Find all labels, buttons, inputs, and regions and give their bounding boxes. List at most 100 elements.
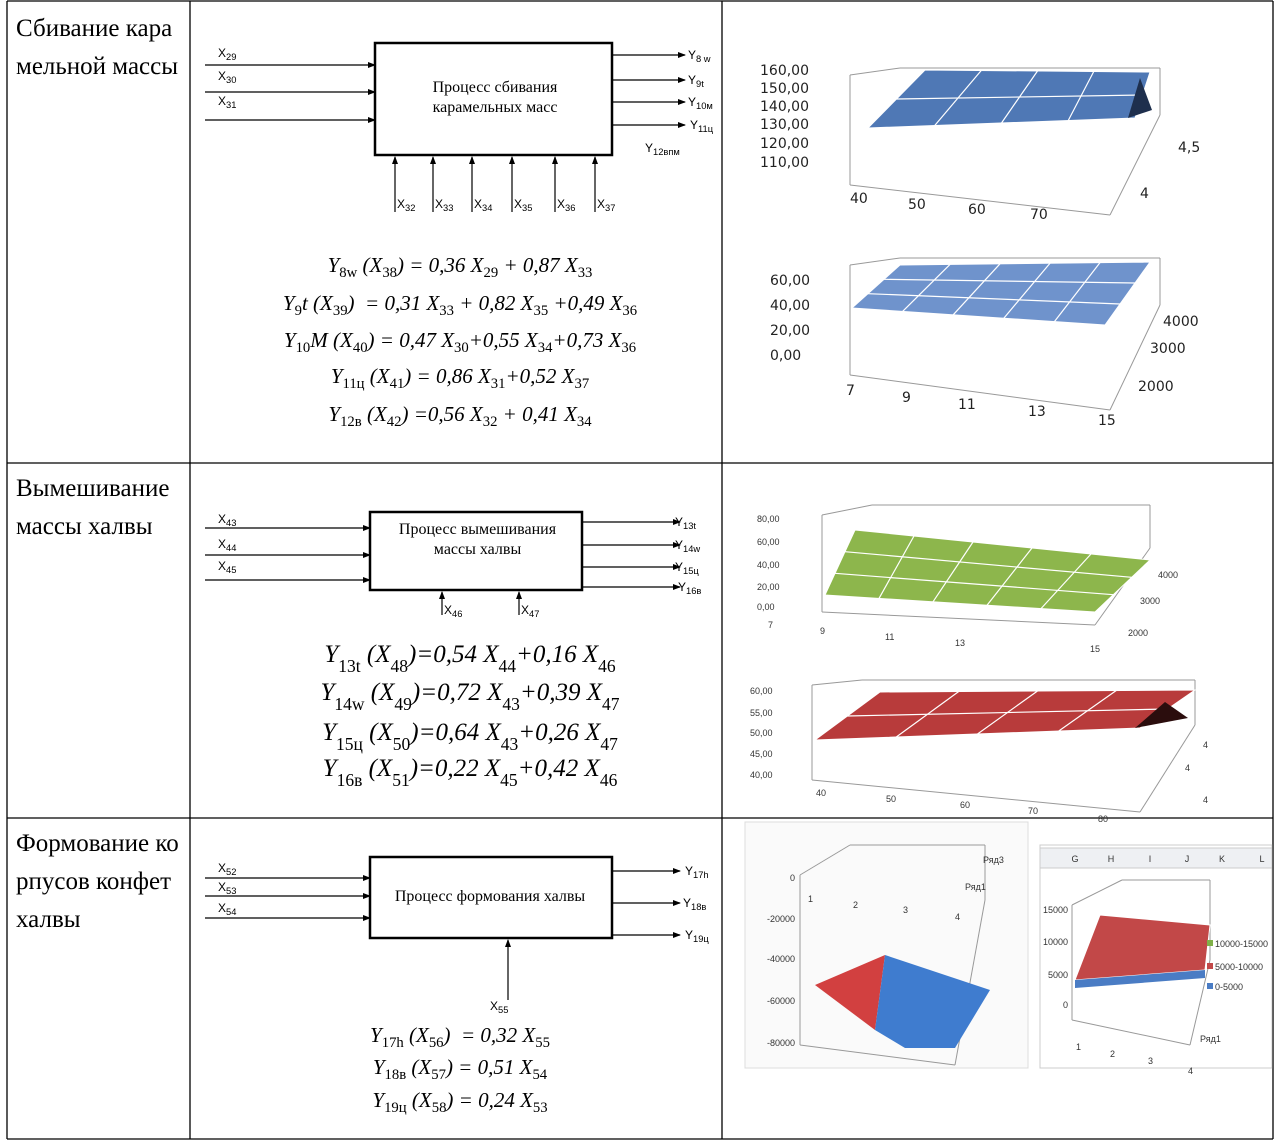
label-sub: 47 xyxy=(529,609,539,619)
row-name: Сбивание карамельной массы xyxy=(16,15,179,80)
equation-sub: 29 xyxy=(484,265,499,281)
label-base: X xyxy=(218,901,226,915)
axis xyxy=(849,184,1111,216)
label-sub: 9t xyxy=(696,79,704,89)
process-label: Процесс вымешивания массы халвы xyxy=(398,521,557,558)
axis-label: -20000 xyxy=(767,914,795,924)
axis-label: 4 xyxy=(1203,740,1208,750)
equation-text: + 0,82 X xyxy=(454,291,535,315)
equation-sub: 34 xyxy=(538,340,553,356)
label: Y8 w xyxy=(688,48,711,64)
surface-grid xyxy=(844,551,1132,578)
axis-label: 40,00 xyxy=(770,298,810,314)
label-base: X xyxy=(444,603,452,617)
surface-grid xyxy=(986,547,1033,606)
equation-sub: 51 xyxy=(392,770,410,790)
equation-sub: 36 xyxy=(622,303,637,319)
axis-label: 55,00 xyxy=(750,708,773,718)
equation-sub: 43 xyxy=(501,734,519,754)
label-base: Y xyxy=(688,95,696,109)
equation-text: +0,39 X xyxy=(520,679,604,706)
equation-text: Y xyxy=(283,291,297,315)
label-base: Y xyxy=(685,928,693,942)
equation-sub: 38 xyxy=(382,265,397,281)
equation: Y14w (X49)=0,72 X43+0,39 X47 xyxy=(320,679,619,714)
label-sub: 53 xyxy=(226,886,236,896)
axis-label: 80 xyxy=(1098,814,1108,824)
axis-label: -40000 xyxy=(767,954,795,964)
surface xyxy=(824,529,1152,613)
label: X31 xyxy=(218,94,236,110)
axis-label: 40,00 xyxy=(757,560,780,570)
surface xyxy=(1135,702,1188,728)
equation-sub: 32 xyxy=(483,414,498,430)
label: Y13t xyxy=(675,515,696,531)
surface-grid xyxy=(878,535,915,599)
axis-label: 15 xyxy=(1090,644,1100,654)
equation-sub: 36 xyxy=(621,340,636,356)
label-sub: 12впм xyxy=(653,147,680,157)
equation-sub: 39 xyxy=(333,303,348,319)
label-sub: 44 xyxy=(226,543,236,553)
surface-grid xyxy=(896,94,1143,100)
axis-label: -60000 xyxy=(767,996,795,1006)
equation-sub: 46 xyxy=(598,656,616,676)
label: Y19ц xyxy=(685,928,709,944)
equation-text: ) =0,56 X xyxy=(400,402,483,426)
label: Y12впм xyxy=(645,141,680,157)
column-header: H xyxy=(1108,854,1115,864)
axis-label: Ряд1 xyxy=(965,882,986,892)
equation-text: + 0,41 X xyxy=(497,402,578,426)
equation-text: Y xyxy=(322,719,339,746)
equation-sub: 43 xyxy=(502,694,520,714)
equation-text: Y xyxy=(370,1023,384,1047)
surface-grid xyxy=(902,263,951,312)
equation-text: )=0,64 X xyxy=(408,719,502,746)
equation: Y12в (X42) =0,56 X32 + 0,41 X34 xyxy=(328,402,592,430)
equation-sub: 30 xyxy=(454,340,469,356)
axis-label: 20,00 xyxy=(757,582,780,592)
surface-grid xyxy=(1040,553,1092,610)
label-sub: 32 xyxy=(405,203,415,213)
column-header: J xyxy=(1185,854,1190,864)
axis-label: 10000 xyxy=(1043,937,1068,947)
label-sub: 36 xyxy=(565,203,575,213)
axis-label: 1 xyxy=(808,894,813,904)
equation-text: Y xyxy=(331,364,345,388)
label-sub: 54 xyxy=(226,907,236,917)
label-sub: 31 xyxy=(226,100,236,110)
equation: Y18в (X57) = 0,51 X54 xyxy=(373,1055,548,1083)
axis-label: 140,00 xyxy=(760,99,809,115)
label-base: Y xyxy=(675,515,683,529)
label-sub: 16в xyxy=(686,586,701,596)
equation-sub: 41 xyxy=(390,376,405,392)
equation-sub: 48 xyxy=(391,656,409,676)
axis xyxy=(811,679,863,686)
label-sub: 43 xyxy=(226,518,236,528)
table-grid xyxy=(6,0,1274,1140)
axis-label: 4 xyxy=(1185,763,1190,773)
label: Y17h xyxy=(685,864,709,880)
label: Y11ц xyxy=(690,118,714,134)
equation-sub: 35 xyxy=(533,303,548,319)
equation-sub: 53 xyxy=(533,1100,548,1116)
equation: Y17h (X56) = 0,32 X55 xyxy=(370,1023,550,1051)
axis-label: Ряд3 xyxy=(983,855,1004,865)
process-label: Процесс формования халвы xyxy=(394,888,586,905)
label-sub: 55 xyxy=(498,1005,508,1015)
label-base: X xyxy=(514,197,522,211)
equation-text: (X xyxy=(406,1055,432,1079)
label: X54 xyxy=(218,901,236,917)
surface-grid xyxy=(883,278,1136,284)
axis-label: 70 xyxy=(1030,207,1048,223)
equation-sub: 40 xyxy=(353,340,368,356)
equation-sub: 47 xyxy=(602,694,620,714)
axis-label: 15 xyxy=(1098,413,1116,429)
axis-label: 60,00 xyxy=(757,537,780,547)
axis xyxy=(1071,1019,1191,1046)
column-header: I xyxy=(1149,854,1152,864)
axis-label: 45,00 xyxy=(750,749,773,759)
axis-label: 4000 xyxy=(1158,570,1178,580)
axis-label: 1 xyxy=(1076,1042,1081,1052)
axis-label: 3 xyxy=(903,905,908,915)
